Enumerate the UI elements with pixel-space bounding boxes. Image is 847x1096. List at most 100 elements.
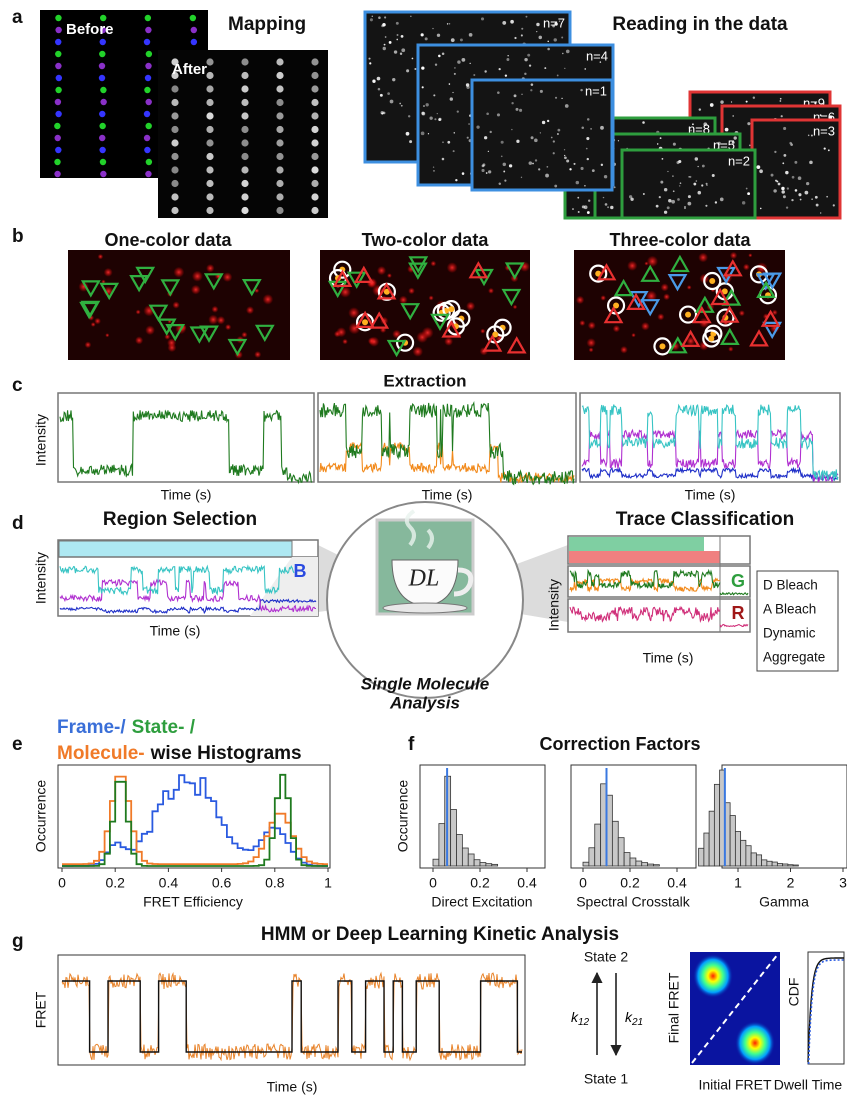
spot	[587, 118, 590, 121]
spot	[564, 155, 565, 156]
spot	[511, 102, 513, 104]
bead	[171, 99, 178, 106]
glow	[613, 325, 620, 332]
spot	[554, 185, 557, 188]
glow	[377, 266, 386, 275]
spot	[399, 103, 401, 105]
glow	[627, 261, 637, 271]
spot	[385, 36, 387, 38]
spot	[454, 73, 456, 75]
spot	[372, 16, 373, 17]
spot	[536, 31, 537, 32]
axis-label: Time (s)	[643, 650, 694, 666]
glow	[369, 337, 379, 347]
spot	[426, 103, 429, 106]
spot	[473, 74, 475, 76]
spot	[451, 38, 455, 42]
spot	[553, 152, 555, 154]
spot	[794, 161, 797, 164]
glow	[173, 267, 184, 278]
spot	[786, 206, 788, 208]
spot	[497, 91, 500, 94]
spot	[545, 174, 549, 178]
spot	[656, 205, 659, 208]
glow	[687, 285, 692, 290]
glow	[206, 264, 215, 273]
spot	[476, 126, 479, 129]
spot	[406, 69, 409, 72]
frame-label: n=2	[728, 153, 750, 168]
tick-label: 0	[429, 875, 437, 891]
bead	[241, 126, 248, 133]
spot	[693, 183, 696, 186]
figure: aBeforeAfterMappingReading in the datan=…	[0, 0, 847, 1096]
bead	[311, 166, 318, 173]
spot	[580, 89, 582, 91]
spot	[509, 164, 512, 167]
spot	[749, 145, 751, 147]
spot	[481, 169, 484, 172]
bead	[241, 85, 248, 92]
spot	[378, 88, 381, 91]
glow	[168, 343, 177, 352]
spot	[759, 169, 763, 173]
axis-label: Time (s)	[685, 487, 736, 503]
bead	[311, 126, 318, 133]
spot	[462, 172, 465, 175]
glow	[192, 271, 203, 282]
spot	[497, 113, 500, 116]
bead	[144, 39, 150, 45]
glow	[105, 333, 109, 337]
hist-bar	[636, 861, 642, 866]
rate-label: k21	[625, 1009, 643, 1028]
trace	[570, 571, 720, 588]
bead	[171, 85, 178, 92]
spot	[792, 176, 795, 179]
axis-label: Intensity	[33, 552, 49, 604]
bead	[311, 180, 318, 187]
hist-bar	[468, 854, 474, 866]
spot	[673, 190, 675, 192]
axis-label: Intensity	[546, 579, 562, 631]
spot	[370, 18, 373, 21]
axis-label: Dwell Time	[774, 1077, 843, 1093]
spot	[437, 34, 440, 37]
glow	[429, 295, 434, 300]
spot	[484, 136, 487, 139]
spot	[397, 34, 399, 36]
spot	[524, 73, 526, 75]
rate-label: k12	[571, 1009, 590, 1028]
spot	[601, 164, 603, 166]
spot	[696, 180, 698, 182]
bead	[99, 111, 105, 117]
spot	[578, 211, 580, 213]
spot	[588, 200, 590, 202]
spot	[662, 158, 664, 160]
bead	[100, 159, 106, 165]
class-marker: R	[732, 603, 745, 623]
spot	[380, 94, 383, 97]
spot	[401, 35, 404, 38]
hist-bar	[704, 833, 709, 866]
hist-bar	[648, 864, 654, 866]
spot	[795, 189, 798, 192]
spot	[524, 58, 527, 61]
bead	[276, 139, 283, 146]
glow	[730, 252, 737, 259]
axis-label: Time (s)	[267, 1079, 318, 1095]
glow	[620, 346, 628, 354]
spot	[566, 50, 570, 54]
panel-title: One-color data	[104, 230, 232, 250]
spot	[546, 166, 548, 168]
spot	[434, 118, 436, 120]
spot	[503, 171, 505, 173]
bead	[276, 99, 283, 106]
tick-label: 1	[734, 875, 742, 891]
marker	[659, 343, 665, 349]
tick-label: 0.2	[105, 875, 125, 891]
class-marker: G	[731, 571, 745, 591]
bead	[100, 87, 106, 93]
glow	[342, 339, 348, 345]
glow	[98, 254, 103, 259]
bead	[206, 112, 213, 119]
